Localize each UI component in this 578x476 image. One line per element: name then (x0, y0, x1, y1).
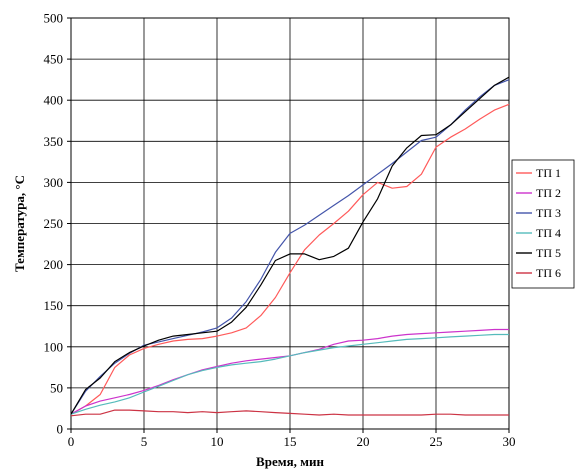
x-tick-label: 20 (357, 434, 370, 449)
legend-label: ТП 3 (536, 206, 561, 220)
y-tick-label: 150 (44, 298, 64, 313)
y-tick-label: 50 (50, 380, 63, 395)
y-axis-title: Температура, °С (12, 175, 27, 272)
x-tick-label: 25 (430, 434, 443, 449)
y-tick-label: 500 (44, 11, 64, 26)
y-tick-label: 350 (44, 134, 64, 149)
x-tick-label: 30 (503, 434, 516, 449)
legend-label: ТП 1 (536, 166, 561, 180)
x-axis-title: Время, мин (256, 454, 324, 469)
y-tick-label: 400 (44, 93, 64, 108)
x-tick-label: 0 (68, 434, 75, 449)
legend-label: ТП 6 (536, 266, 561, 280)
series-line-тп-4 (70, 333, 509, 415)
x-tick-label: 10 (211, 434, 224, 449)
y-tick-label: 250 (44, 216, 64, 231)
y-tick-label: 0 (57, 422, 64, 437)
series-line-тп-1 (70, 103, 510, 415)
x-tick-label: 15 (284, 434, 297, 449)
y-tick-label: 300 (44, 175, 64, 190)
series-line-тп-5 (70, 76, 510, 415)
y-tick-label: 450 (44, 52, 64, 67)
series-line-тп-3 (70, 79, 510, 415)
series-line-тп-6 (70, 409, 509, 417)
y-tick-label: 100 (44, 339, 64, 354)
legend-label: ТП 5 (536, 246, 561, 260)
series-lines (70, 76, 510, 417)
legend-label: ТП 4 (536, 226, 561, 240)
y-tick-label: 200 (44, 257, 64, 272)
legend-label: ТП 2 (536, 186, 561, 200)
legend-box (511, 159, 575, 289)
grid (70, 17, 510, 430)
legend: ТП 1 ТП 2 ТП 3 ТП 4 ТП 5 ТП 6 (511, 159, 575, 289)
x-tick-label: 5 (141, 434, 148, 449)
tick-labels: 0 5 10 15 20 25 300501001502002503003504004505… (44, 11, 516, 450)
